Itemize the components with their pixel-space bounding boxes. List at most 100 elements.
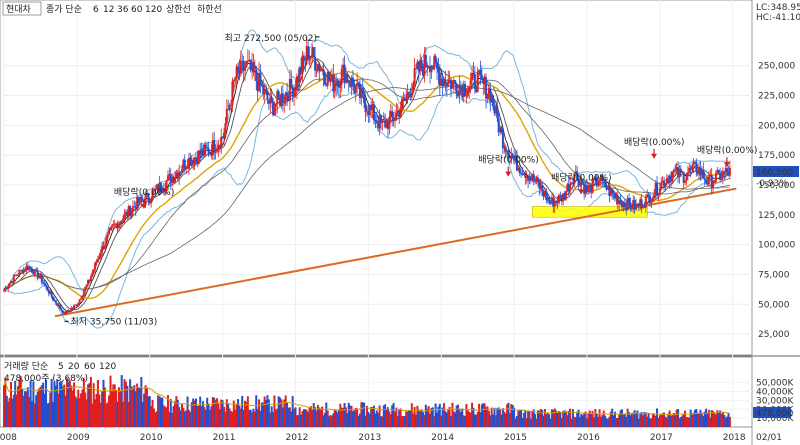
volume-bar bbox=[478, 403, 481, 427]
candle-body bbox=[670, 175, 673, 182]
candle-body bbox=[171, 176, 174, 184]
candle-body bbox=[667, 178, 670, 183]
candle-body bbox=[283, 100, 286, 103]
volume-bar bbox=[197, 405, 200, 427]
volume-bar bbox=[500, 414, 503, 427]
volume-bar bbox=[504, 413, 507, 427]
candle-body bbox=[626, 197, 629, 211]
volume-bar bbox=[230, 411, 233, 427]
candle-body bbox=[405, 97, 408, 101]
candle-body bbox=[665, 178, 668, 184]
candle-body bbox=[546, 197, 549, 201]
candle-body bbox=[59, 304, 62, 309]
volume-bar bbox=[239, 408, 242, 427]
candle-body bbox=[485, 77, 488, 99]
candle-body bbox=[497, 118, 500, 133]
volume-bar bbox=[717, 412, 720, 427]
candle-body bbox=[302, 55, 305, 60]
volume-bar bbox=[209, 409, 212, 427]
candle-body bbox=[399, 109, 402, 118]
volume-bar bbox=[77, 389, 80, 427]
candle-body bbox=[183, 159, 186, 169]
volume-bar bbox=[402, 416, 405, 427]
volume-bar bbox=[595, 413, 598, 427]
volume-bar bbox=[386, 407, 389, 427]
candle-body bbox=[216, 148, 219, 152]
volume-bar bbox=[393, 411, 396, 427]
volume-bar bbox=[489, 415, 492, 427]
volume-bar bbox=[120, 375, 123, 427]
volume-bar bbox=[466, 410, 469, 427]
volume-bar bbox=[480, 404, 483, 427]
volume-bar bbox=[639, 413, 642, 427]
volume-bar bbox=[510, 404, 513, 427]
y-tick-label: 225,000 bbox=[758, 92, 795, 102]
candle-body bbox=[599, 175, 602, 181]
volume-bar bbox=[350, 405, 353, 427]
candle-body bbox=[674, 170, 677, 172]
volume-bar bbox=[207, 403, 210, 427]
volume-bar bbox=[441, 407, 444, 427]
volume-bar bbox=[599, 416, 602, 427]
volume-bar bbox=[110, 390, 113, 427]
candle-body bbox=[347, 81, 350, 83]
volume-bar bbox=[602, 410, 605, 427]
legend-band-lower: 하한선 bbox=[197, 4, 222, 15]
volume-bar bbox=[727, 413, 730, 427]
vol-tick-label: 30,000K bbox=[756, 396, 794, 406]
volume-bar bbox=[630, 412, 633, 427]
volume-bar bbox=[232, 400, 235, 427]
candle-body bbox=[340, 68, 343, 85]
volume-bar bbox=[382, 405, 385, 427]
candle-body bbox=[318, 64, 321, 72]
candle-body bbox=[379, 115, 382, 123]
volume-bar bbox=[413, 407, 416, 427]
volume-bar bbox=[643, 411, 646, 427]
candle-body bbox=[459, 85, 462, 87]
candle-body bbox=[209, 151, 212, 155]
volume-bar bbox=[569, 408, 572, 427]
volume-bar bbox=[431, 407, 434, 427]
candle-body bbox=[591, 178, 594, 193]
symbol-label[interactable]: 현대차 bbox=[6, 3, 32, 15]
volume-bar bbox=[654, 415, 657, 427]
candle-body bbox=[689, 167, 692, 170]
candle-body bbox=[223, 132, 226, 139]
volume-bar bbox=[98, 394, 101, 427]
volume-bar bbox=[709, 417, 712, 427]
volume-bar bbox=[549, 418, 552, 427]
candle-body bbox=[706, 183, 709, 185]
volume-bar bbox=[169, 399, 172, 427]
hc-readout: HC:-41.10 bbox=[756, 13, 800, 23]
candle-body bbox=[639, 199, 642, 206]
candle-body bbox=[12, 275, 15, 283]
candle-body bbox=[151, 191, 154, 201]
candle-body bbox=[237, 66, 240, 71]
candle-body bbox=[567, 184, 570, 192]
candle-body bbox=[238, 70, 241, 75]
volume-bar bbox=[92, 383, 95, 427]
volume-bar bbox=[75, 398, 78, 427]
candle-body bbox=[230, 104, 233, 106]
volume-bar bbox=[61, 386, 64, 427]
volume-bar bbox=[534, 413, 537, 427]
volume-bar bbox=[699, 409, 702, 427]
volume-legend: 거래량 단순 5 20 60 120 478,000주 (3,68%) bbox=[4, 360, 116, 384]
candle-body bbox=[305, 46, 308, 61]
candle-body bbox=[221, 136, 224, 139]
candle-body bbox=[527, 175, 530, 181]
candle-body bbox=[80, 298, 83, 300]
volume-bar bbox=[183, 411, 186, 427]
candle-body bbox=[89, 276, 92, 282]
candle-body bbox=[375, 120, 378, 124]
candle-body bbox=[175, 172, 178, 178]
candle-body bbox=[99, 253, 102, 257]
volume-bar bbox=[29, 380, 32, 427]
volume-bar bbox=[517, 410, 520, 427]
volume-bar bbox=[108, 395, 111, 427]
volume-bar bbox=[308, 407, 311, 427]
candle-body bbox=[564, 191, 567, 200]
symbol-box[interactable] bbox=[2, 1, 42, 16]
volume-bar bbox=[287, 407, 290, 427]
